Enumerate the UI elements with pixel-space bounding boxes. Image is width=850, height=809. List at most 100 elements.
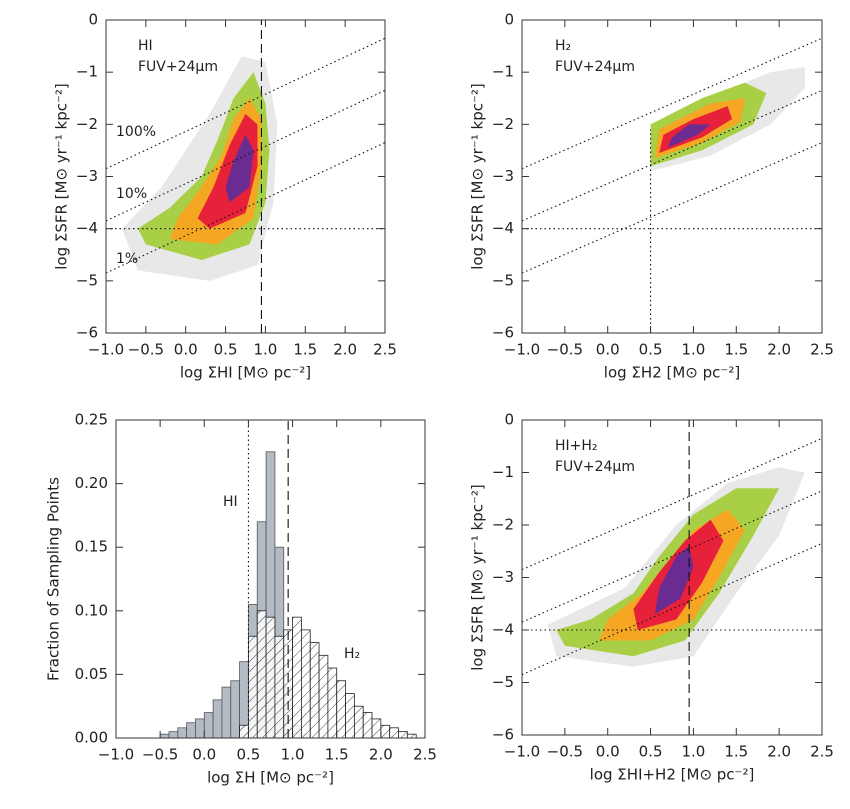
plot-frame <box>115 419 426 739</box>
hist-bar <box>327 667 338 739</box>
hist-bar <box>230 680 240 739</box>
x-tick-label: 2.5 <box>810 743 834 761</box>
reference-line <box>105 37 386 170</box>
hist-bar <box>318 654 329 739</box>
panel: −1.0 −0.5 0.0 0.5 1.0 1.5 2.0 2.50−1−2−3−4−5−6l… <box>53 11 397 382</box>
y-tick-label: 0.20 <box>75 474 108 492</box>
series-label: H₂ <box>344 646 360 662</box>
panel: HI H₂ −1.0 −0.5 0.0 0.5 1.0 1.5 2.0 2.5 0.00 0.05 0.… <box>45 411 437 787</box>
x-tick-label: −0.5 <box>128 341 164 359</box>
series-label: HI <box>223 494 238 510</box>
x-tick-label: −1.0 <box>98 746 134 764</box>
y-tick-label: −3 <box>492 167 514 185</box>
annotation: FUV+24μm <box>555 59 635 75</box>
x-tick-label: −1.0 <box>504 341 540 359</box>
y-tick-label: −4 <box>76 219 98 237</box>
y-tick-label: −4 <box>492 219 514 237</box>
x-tick-label: 2.5 <box>373 341 397 359</box>
annotation: HI+H₂ <box>555 438 598 454</box>
hist-bar <box>309 642 320 739</box>
reference-line <box>521 37 823 170</box>
y-tick-label: −3 <box>492 568 514 586</box>
x-tick-label: 2.0 <box>333 341 357 359</box>
x-tick-label: −0.5 <box>142 746 178 764</box>
x-tick-label: −0.5 <box>547 341 583 359</box>
x-tick-label: 2.5 <box>810 341 834 359</box>
x-tick-label: 1.5 <box>724 341 748 359</box>
y-tick-label: −4 <box>492 621 514 639</box>
hist-bar <box>159 733 170 739</box>
hist-bar <box>353 705 364 739</box>
x-tick-label: 1.0 <box>281 746 305 764</box>
x-axis-label: log ΣHI+H2 [M⊙ pc⁻²] <box>590 766 755 784</box>
y-tick-label: 0 <box>88 11 98 29</box>
annotation: 1% <box>116 251 138 267</box>
x-tick-label: 0.5 <box>236 746 260 764</box>
x-tick-label: 1.0 <box>681 341 705 359</box>
x-tick-label: −1.0 <box>88 341 124 359</box>
y-tick-label: −6 <box>492 324 514 342</box>
reference-line <box>105 142 386 274</box>
reference-line <box>105 89 386 222</box>
density-region <box>667 124 711 148</box>
x-tick-label: 0.0 <box>596 743 620 761</box>
hist-bar <box>221 686 232 739</box>
x-tick-label: 2.5 <box>413 746 437 764</box>
y-tick-label: −6 <box>76 324 98 342</box>
hist-bar <box>345 693 355 739</box>
annotation: FUV+24μm <box>555 459 635 475</box>
x-tick-label: 1.5 <box>325 746 349 764</box>
hist-bar <box>256 610 267 739</box>
x-tick-label: 2.0 <box>369 746 393 764</box>
hist-bar <box>195 718 205 739</box>
x-tick-label: 1.0 <box>681 743 705 761</box>
y-tick-label: 0 <box>504 411 514 429</box>
annotation: 100% <box>116 124 156 140</box>
y-axis-label: log ΣSFR [M⊙ yr⁻¹ kpc⁻²] <box>469 83 487 270</box>
x-tick-label: 0.5 <box>639 743 663 761</box>
reference-line <box>521 437 823 571</box>
y-tick-label: −3 <box>76 167 98 185</box>
y-tick-label: −6 <box>492 726 514 744</box>
reference-line <box>521 142 823 274</box>
x-tick-label: 0.0 <box>596 341 620 359</box>
panel: −1.0 −0.5 0.0 0.5 1.0 1.5 2.0 2.50−1−2−3−4−5−6l… <box>469 11 834 382</box>
y-tick-label: −2 <box>492 115 514 133</box>
x-tick-label: 1.5 <box>293 341 317 359</box>
hist-bar <box>336 680 346 739</box>
hist-bar <box>406 733 417 739</box>
x-tick-label: −0.5 <box>547 743 583 761</box>
x-tick-label: 0.5 <box>214 341 238 359</box>
x-tick-label: 0.0 <box>174 341 198 359</box>
hist-bar <box>239 724 249 739</box>
y-tick-label: −2 <box>492 516 514 534</box>
hist-bar <box>186 722 196 739</box>
reference-line <box>521 542 823 676</box>
hist-bar <box>362 712 373 739</box>
y-tick-label: −1 <box>492 63 514 81</box>
annotation: HI <box>138 38 153 54</box>
hist-bar <box>300 629 311 739</box>
y-tick-label: −5 <box>492 673 514 691</box>
reference-line <box>521 89 823 222</box>
y-axis-label: log ΣSFR [M⊙ yr⁻¹ kpc⁻²] <box>469 484 487 671</box>
hist-bar <box>248 635 258 739</box>
hist-bar <box>212 699 223 739</box>
annotation: H₂ <box>555 38 571 54</box>
hist-bar <box>203 712 214 739</box>
x-axis-label: log ΣH2 [M⊙ pc⁻²] <box>604 364 740 382</box>
hist-bar <box>265 616 276 739</box>
x-axis-label: log ΣH [M⊙ pc⁻²] <box>207 769 334 787</box>
x-tick-label: 0.0 <box>192 746 216 764</box>
annotation: 10% <box>116 186 147 202</box>
density-region <box>654 546 694 615</box>
hist-bar <box>389 727 399 739</box>
y-tick-label: −5 <box>492 271 514 289</box>
y-tick-label: −1 <box>76 63 98 81</box>
x-tick-label: 2.0 <box>767 743 791 761</box>
hist-bar <box>380 724 391 739</box>
x-tick-label: 1.0 <box>253 341 277 359</box>
y-tick-label: 0.10 <box>75 601 108 619</box>
hist-bar <box>371 718 382 739</box>
